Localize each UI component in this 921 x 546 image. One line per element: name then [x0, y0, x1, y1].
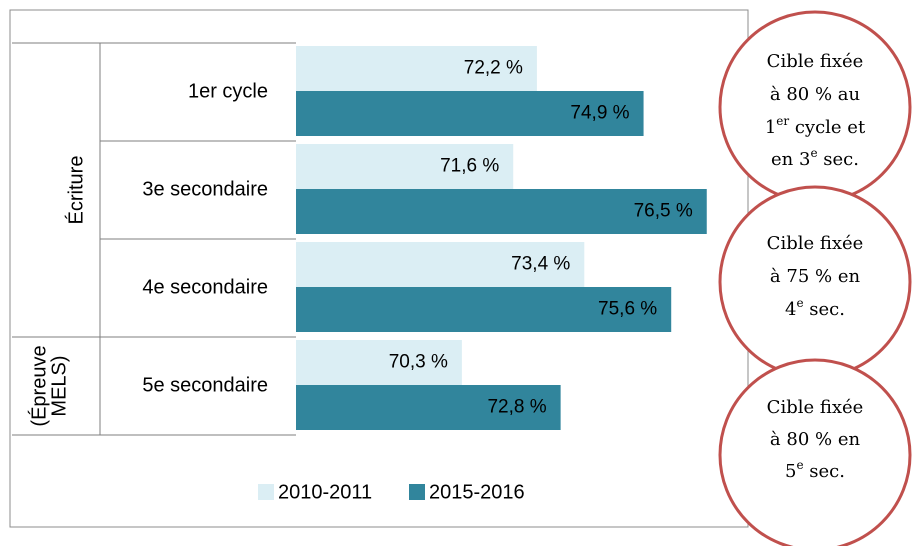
bar	[296, 340, 462, 385]
annotation-segment: 5	[785, 461, 796, 482]
annotation-text: 5e sec.	[785, 458, 845, 483]
annotation-text: à 80 % en	[770, 429, 861, 450]
data-label: 76,5 %	[634, 201, 693, 222]
annotation-sup: e	[796, 296, 803, 310]
annotation-segment: en 3	[771, 149, 810, 170]
annotation-segment: cycle et	[789, 117, 866, 138]
group-label: MELS)	[48, 355, 70, 416]
legend-swatch	[409, 484, 425, 500]
annotation-text: Cible fixée	[767, 51, 864, 72]
annotation-segment: Cible fixée	[767, 51, 864, 72]
data-label: 70,3 %	[389, 352, 448, 373]
bar	[296, 144, 514, 189]
annotation-text: 4e sec.	[785, 296, 845, 321]
data-label: 72,2 %	[464, 58, 523, 79]
category-label: 5e secondaire	[142, 374, 268, 396]
annotation-sup: e	[810, 146, 817, 160]
category-label: 1er cycle	[188, 80, 268, 102]
group-label: Écriture	[64, 156, 87, 225]
annotation-sup: e	[796, 458, 803, 472]
annotation-segment: sec.	[804, 299, 845, 320]
annotation-text: 1er cycle et	[765, 114, 866, 139]
category-label: 3e secondaire	[142, 178, 268, 200]
annotation-segment: Cible fixée	[767, 397, 864, 418]
legend-label: 2010-2011	[278, 481, 372, 503]
group-label: (Épreuve	[27, 345, 50, 426]
category-label: 4e secondaire	[142, 276, 268, 298]
bar	[296, 189, 707, 234]
legend-swatch	[258, 484, 274, 500]
data-label: 72,8 %	[487, 397, 546, 418]
target-circle	[718, 10, 912, 204]
data-label: 71,6 %	[440, 156, 499, 177]
annotation-text: à 80 % au	[770, 84, 860, 105]
annotation-segment: à 80 % en	[770, 429, 861, 450]
annotation-text: Cible fixée	[767, 233, 864, 254]
annotation-text: Cible fixée	[767, 397, 864, 418]
annotation-text: en 3e sec.	[771, 146, 859, 171]
annotation-segment: 1	[765, 117, 776, 138]
bar	[296, 46, 537, 91]
bar	[296, 242, 585, 287]
annotation-text: à 75 % en	[770, 266, 861, 287]
annotation-segment: Cible fixée	[767, 233, 864, 254]
target-circle	[718, 358, 912, 546]
annotation-segment: à 75 % en	[770, 266, 861, 287]
annotation-segment: sec.	[818, 149, 859, 170]
bar	[296, 385, 561, 430]
annotation-segment: 4	[785, 299, 796, 320]
legend-label: 2015-2016	[429, 481, 525, 503]
data-label: 74,9 %	[570, 103, 629, 124]
annotation-sup: er	[776, 114, 789, 128]
data-label: 73,4 %	[511, 254, 570, 275]
bar	[296, 91, 644, 136]
annotation-segment: sec.	[804, 461, 845, 482]
annotation-segment: à 80 % au	[770, 84, 860, 105]
bar	[296, 287, 672, 332]
data-label: 75,6 %	[598, 299, 657, 320]
